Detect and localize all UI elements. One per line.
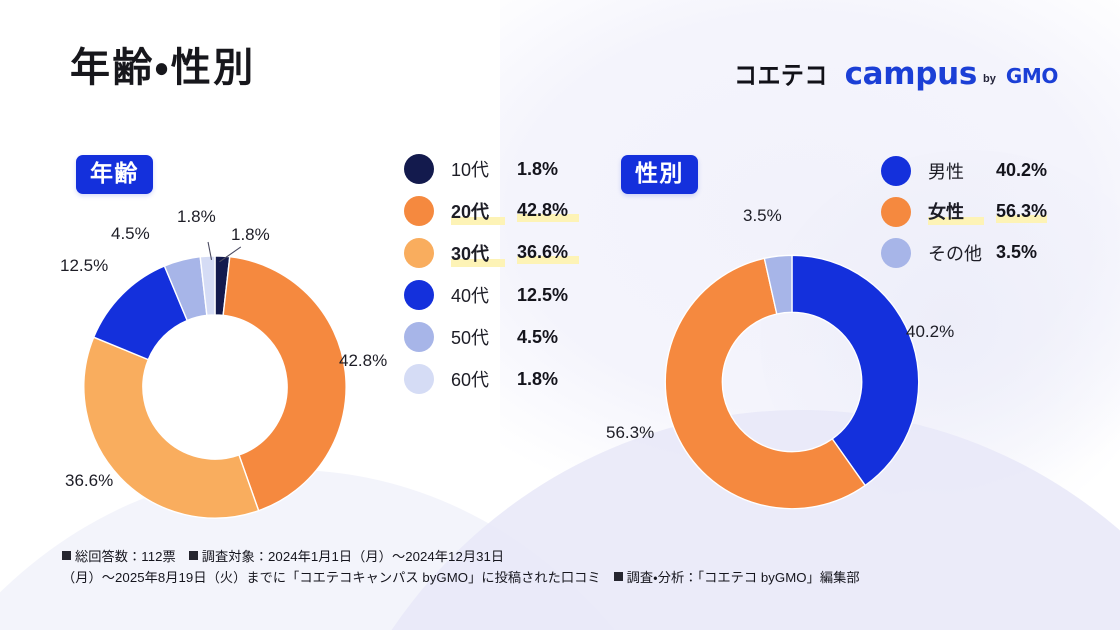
age-legend-value: 1.8% — [517, 158, 559, 179]
gender-slice-女性 — [664, 257, 867, 510]
age-legend-value: 42.8% — [517, 200, 579, 222]
age-value-label-60s: 1.8% — [177, 207, 216, 226]
brand-koeteko-text: コエテコ — [733, 62, 828, 90]
age-legend: 10代 1.8% 20代 42.8% 30代 36.6% 40代 12.5% 50代 4.5% 60… — [404, 148, 579, 400]
gender-slice-その他 — [763, 254, 793, 315]
age-legend-item: 30代 36.6% — [404, 232, 579, 274]
age-legend-item: 10代 1.8% — [404, 148, 579, 190]
age-legend-label: 40代 — [451, 286, 490, 306]
gender-donut-chart: 40.2% 56.3% 3.5% — [606, 206, 954, 526]
age-legend-label: 20代 — [451, 197, 505, 225]
bullet-square-icon — [613, 572, 623, 582]
footnote-analysis-by: 調査・分析：「コエテコ byGMO」編集部 — [626, 570, 860, 586]
gender-legend-label: 女性 — [928, 198, 984, 225]
age-value-label-20s: 42.8% — [339, 351, 388, 370]
footnote: 総回答数：112票 調査対象：2024年1月1日（月）〜2024年12月31日 （… — [62, 546, 1062, 589]
age-legend-swatch-icon — [404, 196, 434, 226]
gender-value-label-male: 40.2% — [906, 322, 955, 341]
gender-legend-value: 40.2% — [996, 160, 1048, 180]
footnote-survey-period: （月）〜2025年8月19日（火）までに「コエテコキャンパス byGMO」に投稿… — [62, 570, 601, 586]
gender-value-label-female: 56.3% — [606, 423, 655, 442]
age-legend-swatch-icon — [404, 280, 434, 310]
gender-legend: 男性 40.2% 女性 56.3% その他 3.5% — [881, 150, 1048, 273]
age-legend-value: 1.8% — [517, 368, 559, 389]
age-slice-20代 — [222, 255, 347, 512]
age-leader-line-10s — [219, 246, 242, 263]
bullet-square-icon — [62, 551, 71, 560]
age-legend-swatch-icon — [404, 238, 434, 268]
brand-campus-text: campus — [844, 56, 978, 92]
age-slice-30代 — [83, 336, 260, 519]
age-donut-chart: 42.8% 36.6% 12.5% 4.5% 1.8% 1.8% — [60, 207, 387, 536]
age-legend-label: 30代 — [451, 239, 505, 267]
age-slice-60代 — [199, 255, 216, 317]
age-legend-label: 10代 — [451, 160, 490, 180]
footnote-line-2: （月）〜2025年8月19日（火）までに「コエテコキャンパス byGMO」に投稿… — [62, 567, 1062, 588]
brand-by-text: by — [983, 73, 996, 85]
age-legend-item: 20代 42.8% — [404, 190, 579, 232]
age-legend-swatch-icon — [404, 364, 434, 394]
section-badge-age: 年齢 — [76, 155, 153, 194]
age-legend-item: 50代 4.5% — [404, 316, 579, 358]
footnote-total-responses: 総回答数：112票 — [75, 549, 176, 564]
age-value-label-40s: 12.5% — [60, 256, 109, 275]
age-legend-item: 60代 1.8% — [404, 358, 579, 400]
gender-legend-label: 男性 — [928, 161, 964, 182]
age-legend-value: 4.5% — [517, 326, 559, 347]
age-value-label-50s: 4.5% — [111, 224, 150, 243]
gender-legend-value: 56.3% — [996, 200, 1048, 223]
bullet-square-icon — [188, 551, 198, 560]
age-legend-value: 12.5% — [517, 284, 569, 305]
gender-value-label-other: 3.5% — [743, 206, 782, 225]
brand-logo: コエテコ campus by GMO — [733, 56, 1059, 92]
age-donut-slices — [83, 255, 347, 519]
footnote-survey-target: 調査対象：2024年1月1日（月）〜2024年12月31日 — [201, 549, 505, 564]
gender-legend-item: 女性 56.3% — [881, 191, 1048, 232]
gender-legend-item: 男性 40.2% — [881, 150, 1047, 191]
age-legend-label: 60代 — [451, 370, 490, 390]
gender-legend-swatch-icon — [881, 155, 911, 186]
gender-legend-swatch-icon — [881, 196, 911, 227]
gender-legend-swatch-icon — [881, 237, 911, 268]
age-legend-value: 36.6% — [517, 242, 579, 264]
section-badge-gender: 性別 — [621, 155, 698, 194]
age-value-label-10s: 1.8% — [231, 225, 270, 244]
age-legend-item: 40代 12.5% — [404, 274, 579, 316]
age-legend-swatch-icon — [404, 322, 434, 352]
page-title: 年齢・性別 — [70, 46, 256, 90]
gender-donut-slices — [664, 254, 920, 510]
age-leader-line-60s — [207, 241, 213, 260]
brand-gmo-text: GMO — [1005, 64, 1059, 88]
gender-legend-value: 3.5% — [996, 242, 1038, 262]
age-legend-label: 50代 — [451, 328, 490, 348]
age-legend-swatch-icon — [404, 154, 434, 184]
gender-slice-男性 — [791, 254, 920, 487]
footnote-line-1: 総回答数：112票 調査対象：2024年1月1日（月）〜2024年12月31日 — [62, 546, 1062, 567]
gender-legend-label: その他 — [928, 243, 982, 264]
age-value-label-30s: 36.6% — [65, 471, 114, 490]
gender-legend-item: その他 3.5% — [881, 232, 1047, 273]
